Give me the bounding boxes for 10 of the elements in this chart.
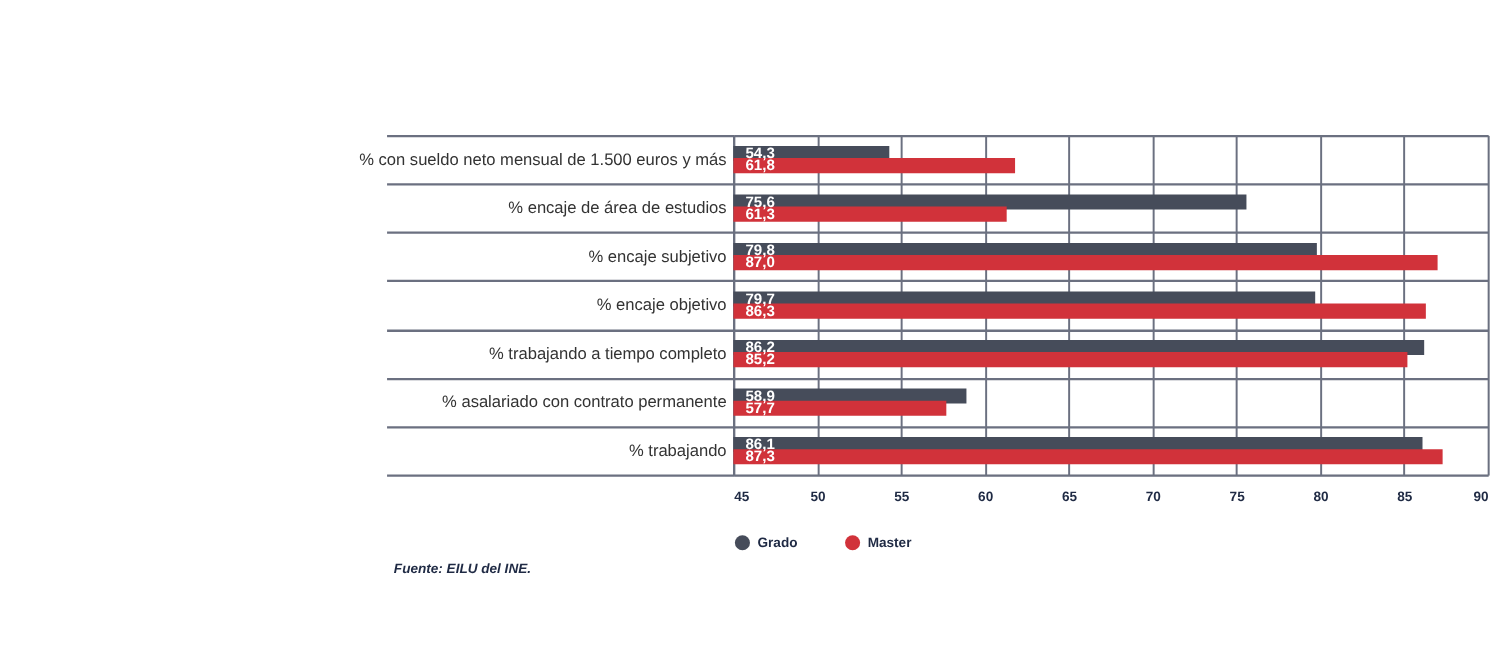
y-tick-label: % asalariado con contrato permanente bbox=[442, 391, 728, 412]
y-tick-label: % encaje subjetivo bbox=[588, 245, 728, 266]
data-label: 75,6 bbox=[745, 192, 775, 211]
y-tick-label: % con sueldo neto mensual de 1.500 euros y más bbox=[359, 148, 727, 169]
y-tick-label: % trabajando bbox=[628, 439, 728, 460]
y-tick-label: % encaje objetivo bbox=[596, 294, 728, 315]
data-label: 58,9 bbox=[745, 386, 775, 405]
y-tick-label: % trabajando a tiempo completo bbox=[489, 342, 728, 363]
data-label: 79,7 bbox=[745, 289, 775, 308]
y-tick-label: % encaje de área de estudios bbox=[508, 197, 727, 218]
